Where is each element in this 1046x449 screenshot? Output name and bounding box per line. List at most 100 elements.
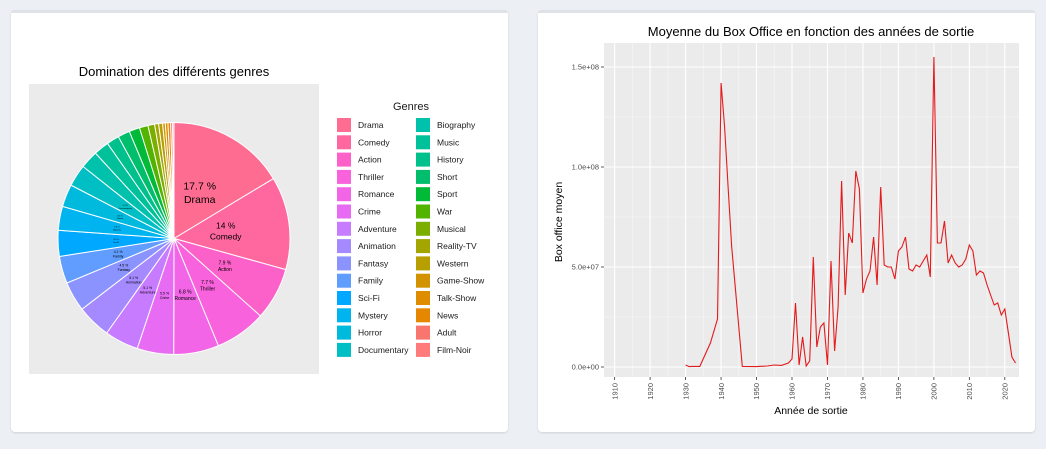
- box-office-line-chart: Moyenne du Box Office en fonction des an…: [553, 24, 1019, 417]
- x-tick-label-2020: 2020: [1001, 383, 1010, 400]
- legend-key-action: [337, 152, 351, 167]
- genre-pie-chart-card: Domination des différents genres 17.7 % D…: [11, 10, 508, 432]
- legend-key-talk-show: [416, 291, 430, 305]
- pie-label-pct-sci-fi: 3.9 %: [113, 239, 119, 241]
- legend-key-crime: [337, 204, 351, 219]
- legend-label-sci-fi: Sci-Fi: [358, 293, 380, 303]
- pie-label-pct-horror: 3.4 %: [117, 215, 123, 217]
- legend-label-talk-show: Talk-Show: [437, 293, 477, 303]
- legend-key-thriller: [337, 169, 351, 184]
- pie-label-name-romance: Romance: [174, 296, 196, 302]
- x-tick-label-1930: 1930: [681, 383, 690, 400]
- pie-slice-labels: 17.7 % Drama 14 %Comedy 7.9 %Action 7.7 %Thr…: [113, 180, 242, 302]
- genre-legend: Drama Comedy Action Thriller Romance Crime Adv…: [337, 118, 485, 357]
- box-office-series-line: [685, 56, 1016, 368]
- pie-label-name-thriller: Thriller: [200, 287, 216, 293]
- legend-key-mystery: [337, 308, 351, 323]
- legend-key-western: [416, 256, 430, 271]
- legend-label-mystery: Mystery: [358, 310, 389, 320]
- x-tick-label-1970: 1970: [823, 383, 832, 400]
- pie-label-name-family: Family: [113, 255, 124, 259]
- line-grid: [604, 43, 1019, 377]
- legend-label-adult: Adult: [437, 328, 457, 338]
- legend-key-adventure: [337, 221, 351, 236]
- legend-label-crime: Crime: [358, 207, 381, 217]
- pie-label-name-documentary: Documentary: [119, 207, 133, 210]
- pie-chart-title: Domination des différents genres: [79, 64, 270, 79]
- legend-label-musical: Musical: [437, 224, 466, 234]
- x-tick-label-1980: 1980: [859, 383, 868, 400]
- legend-key-news: [416, 308, 430, 323]
- legend-label-history: History: [437, 155, 464, 165]
- y-axis-ticks: 0.0e+00 5.0e+07 1.0e+08 1.5e+08: [572, 63, 604, 372]
- legend-key-game-show: [416, 273, 430, 288]
- legend-key-short: [416, 169, 430, 184]
- legend-label-fantasy: Fantasy: [358, 258, 389, 268]
- legend-key-drama: [337, 118, 351, 132]
- legend-label-war: War: [437, 207, 452, 217]
- legend-key-reality-tv: [416, 239, 430, 254]
- x-tick-label-1940: 1940: [717, 383, 726, 400]
- legend-title: Genres: [393, 101, 430, 113]
- pie-label-pct-adventure: 5.1 %: [143, 286, 152, 290]
- legend-label-documentary: Documentary: [358, 345, 409, 355]
- legend-key-adult: [416, 325, 430, 340]
- x-tick-label-2010: 2010: [965, 383, 974, 400]
- x-axis-ticks: 1910 1920 1930 1940 1950 1960 1970 1980 1990 2000…: [610, 377, 1010, 400]
- legend-label-short: Short: [437, 172, 458, 182]
- legend-key-music: [416, 135, 430, 150]
- legend-label-music: Music: [437, 137, 460, 147]
- legend-key-biography: [416, 118, 430, 132]
- legend-key-war: [416, 204, 430, 219]
- y-tick-label: 1.5e+08: [572, 63, 599, 72]
- pie-label-name-comedy: Comedy: [210, 232, 242, 242]
- legend-label-animation: Animation: [358, 241, 396, 251]
- y-tick-label: 1.0e+08: [572, 163, 599, 172]
- pie-label-name-fantasy: Fantasy: [118, 268, 131, 272]
- pie-slice-comedy: [172, 177, 291, 271]
- x-tick-label-1960: 1960: [788, 383, 797, 400]
- legend-key-romance: [337, 187, 351, 202]
- card-top-border: [11, 10, 508, 13]
- legend-key-horror: [337, 325, 351, 340]
- pie-label-name-adventure: Adventure: [140, 291, 156, 295]
- line-panel-background: [604, 43, 1019, 377]
- legend-label-reality-tv: Reality-TV: [437, 241, 477, 251]
- y-axis-label: Box office moyen: [553, 182, 565, 263]
- pie-label-pct-animation: 5.1 %: [129, 276, 138, 280]
- x-tick-label-1910: 1910: [610, 383, 619, 400]
- pie-label-name-action: Action: [218, 267, 232, 273]
- pie-label-pct-action: 7.9 %: [219, 261, 232, 267]
- legend-key-fantasy: [337, 256, 351, 271]
- pie-label-name-sci-fi: Sci-Fi: [113, 242, 119, 244]
- pie-slice-drama: [173, 121, 275, 240]
- legend-label-game-show: Game-Show: [437, 276, 485, 286]
- pie-slice-film-noir: [172, 121, 175, 239]
- legend-label-news: News: [437, 310, 458, 320]
- box-office-line-chart-card: Moyenne du Box Office en fonction des an…: [538, 10, 1035, 432]
- x-tick-label-2000: 2000: [930, 383, 939, 400]
- y-tick-label: 0.0e+00: [572, 363, 599, 372]
- pie-label-pct-comedy: 14 %: [216, 221, 236, 231]
- legend-key-documentary: [337, 342, 351, 357]
- legend-key-sport: [416, 187, 430, 202]
- pie-label-pct-mystery: 3.6 %: [114, 227, 120, 229]
- pie-label-pct-documentary: 3.3 %: [123, 205, 129, 207]
- legend-key-musical: [416, 221, 430, 236]
- pie-label-pct-family: 4.1 %: [114, 250, 123, 254]
- pie-label-name-horror: Horror: [117, 217, 123, 220]
- legend-key-family: [337, 273, 351, 288]
- pie-label-name-drama: Drama: [184, 194, 216, 206]
- legend-label-film-noir: Film-Noir: [437, 345, 472, 355]
- pie-label-name-crime: Crime: [160, 296, 169, 300]
- legend-key-film-noir: [416, 342, 430, 357]
- pie-label-pct-fantasy: 4.5 %: [119, 263, 128, 267]
- legend-label-action: Action: [358, 155, 382, 165]
- legend-label-biography: Biography: [437, 120, 476, 130]
- pie-label-pct-thriller: 7.7 %: [201, 280, 214, 286]
- legend-key-sci-fi: [337, 291, 351, 305]
- pie-label-name-animation: Animation: [126, 281, 142, 285]
- pie-slices: [57, 121, 291, 356]
- legend-label-comedy: Comedy: [358, 137, 390, 147]
- legend-key-comedy: [337, 135, 351, 150]
